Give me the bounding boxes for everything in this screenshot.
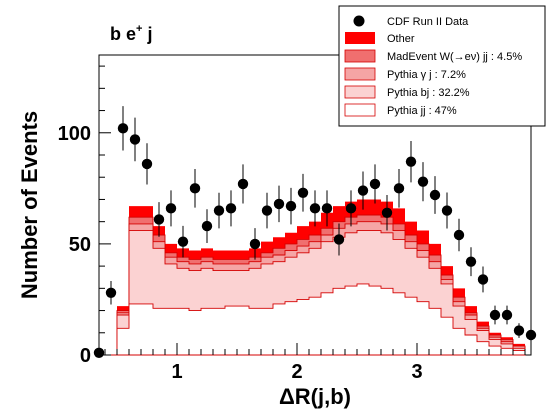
data-point: [465, 256, 477, 267]
data-point: [381, 207, 393, 218]
x-tick-label: 1: [171, 361, 182, 383]
legend-label-pythia-jj: Pythia jj : 47%: [387, 105, 457, 117]
data-point: [201, 220, 213, 232]
data-point: [165, 203, 177, 214]
legend-swatch-pythia-gamma-j: [344, 67, 376, 81]
y-tick-label: 50: [69, 234, 91, 256]
data-point: [429, 189, 441, 201]
data-point: [177, 236, 189, 247]
data-point: [513, 325, 525, 336]
y-tick-label: 0: [80, 345, 91, 367]
data-point: [225, 203, 237, 214]
channel-annotation: b e+ j: [110, 23, 152, 44]
data-point: [261, 205, 273, 216]
x-axis-title: ΔR(j,b): [279, 384, 351, 409]
y-axis-title: Number of Events: [17, 111, 42, 299]
data-point: [369, 178, 381, 190]
data-point: [93, 347, 105, 358]
data-point: [489, 309, 501, 321]
data-point: [453, 229, 465, 241]
data-point: [393, 183, 405, 194]
data-point: [237, 178, 249, 190]
legend-label-pythia-gamma-j: Pythia γ j : 7.2%: [387, 69, 466, 81]
data-point: [285, 200, 297, 212]
legend-label-other: Other: [387, 33, 415, 45]
data-point: [213, 205, 225, 216]
data-point: [357, 185, 369, 196]
data-point: [405, 156, 417, 167]
legend: CDF Run II Data Other MadEvent W(→eν) jj…: [338, 5, 546, 127]
legend-swatch-pythia-jj: [344, 103, 376, 117]
data-point: [297, 187, 309, 198]
data-point: [129, 134, 141, 145]
stack-layer-pythia-jj-47: [105, 283, 526, 356]
data-point: [309, 203, 321, 214]
legend-marker-data: [353, 15, 365, 27]
x-tick-label: 3: [411, 361, 422, 383]
legend-label-pythia-bj: Pythia bj : 32.2%: [387, 87, 470, 99]
data-point: [417, 176, 429, 187]
x-tick-label: 2: [291, 361, 302, 383]
legend-label-madevent: MadEvent W(→eν) jj : 4.5%: [387, 51, 522, 63]
data-point: [441, 205, 453, 216]
legend-swatch-madevent: [344, 49, 376, 63]
stacked-histogram: [105, 199, 526, 356]
data-point: [525, 329, 537, 341]
data-point: [321, 203, 333, 214]
data-point: [273, 198, 285, 210]
data-points: [93, 106, 537, 358]
data-point: [141, 158, 153, 170]
data-point: [501, 309, 513, 321]
legend-box: [338, 5, 546, 127]
data-point: [345, 203, 357, 214]
y-tick-label: 100: [58, 123, 91, 145]
legend-swatch-pythia-bj: [344, 85, 376, 99]
data-point: [153, 214, 165, 225]
data-point: [117, 123, 129, 134]
legend-label-data: CDF Run II Data: [387, 16, 469, 28]
axis-ticks: 0 50 100 1 2 3: [58, 65, 526, 383]
data-point: [249, 238, 261, 250]
data-point: [333, 234, 345, 245]
legend-swatch-other: [345, 32, 375, 44]
data-point: [189, 183, 201, 194]
data-point: [105, 287, 117, 298]
data-point: [477, 274, 489, 285]
